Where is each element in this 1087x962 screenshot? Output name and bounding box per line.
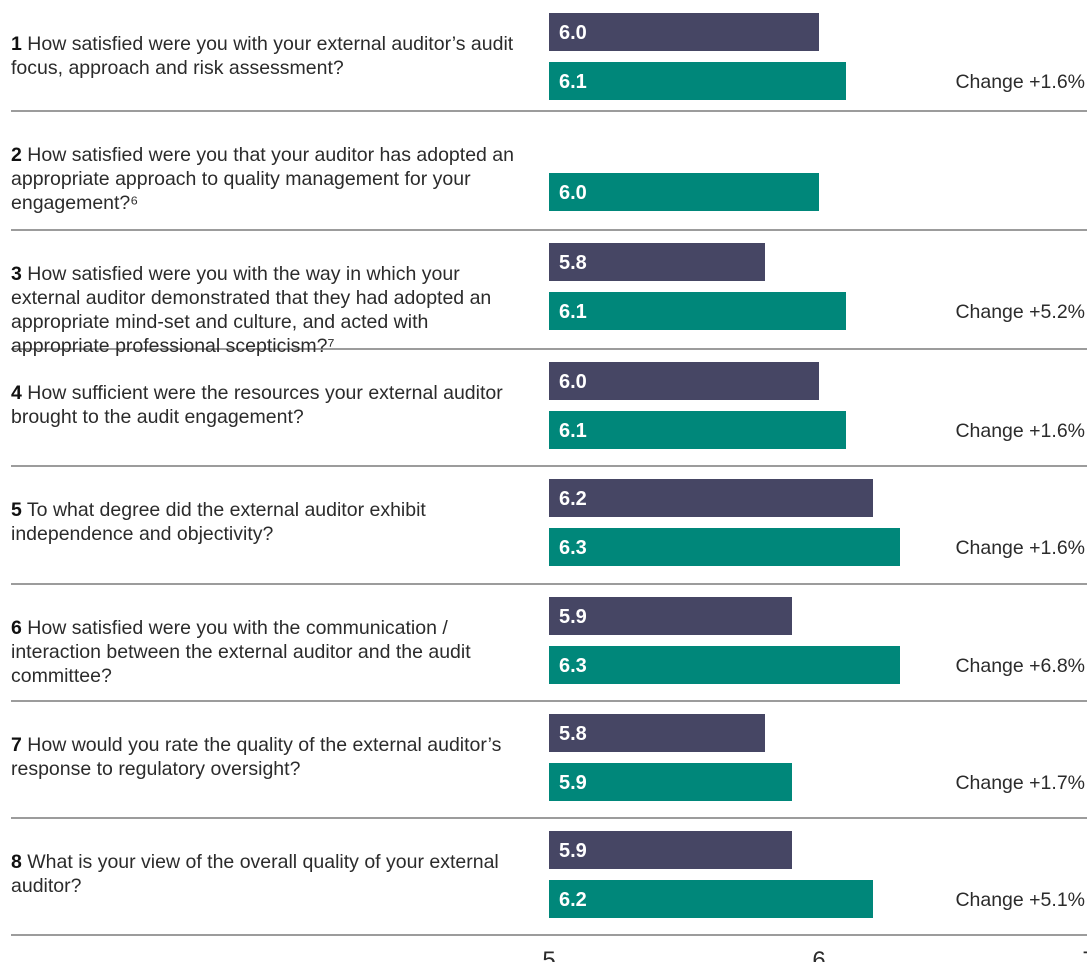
- question-number: 7: [11, 734, 22, 756]
- previous-bar: [549, 243, 765, 281]
- question-text: 8 What is your view of the overall quali…: [11, 850, 531, 898]
- current-value-label: 6.1: [559, 71, 587, 93]
- current-value-label: 6.1: [559, 301, 587, 323]
- question-number: 8: [11, 851, 22, 873]
- current-bar: [549, 292, 846, 330]
- current-value-label: 5.9: [559, 772, 587, 794]
- previous-value-label: 5.8: [559, 252, 587, 274]
- change-label: Change +1.7%: [955, 772, 1085, 794]
- question-label: To what degree did the external auditor …: [11, 499, 426, 545]
- question-number: 4: [11, 382, 22, 404]
- question-text: 3 How satisfied were you with the way in…: [11, 262, 531, 358]
- x-tick-label: 5: [542, 947, 555, 962]
- previous-bar: [549, 714, 765, 752]
- question-number: 3: [11, 263, 22, 285]
- current-value-label: 6.3: [559, 655, 587, 677]
- question-text: 2 How satisfied were you that your audit…: [11, 143, 531, 215]
- previous-value-label: 6.0: [559, 22, 587, 44]
- current-value-label: 6.2: [559, 889, 587, 911]
- question-number: 6: [11, 617, 22, 639]
- current-bar: [549, 173, 819, 211]
- x-tick-label: 6: [812, 947, 825, 962]
- question-label: How satisfied were you with the communic…: [11, 617, 471, 687]
- current-bar: [549, 411, 846, 449]
- question-text: 5 To what degree did the external audito…: [11, 498, 531, 546]
- previous-bar: [549, 13, 819, 51]
- x-tick-label: 7: [1082, 947, 1087, 962]
- question-label: How would you rate the quality of the ex…: [11, 734, 502, 780]
- question-label: How satisfied were you that your auditor…: [11, 144, 514, 214]
- question-label: How satisfied were you with the way in w…: [11, 263, 492, 357]
- previous-bar: [549, 479, 873, 517]
- current-value-label: 6.0: [559, 182, 587, 204]
- question-number: 2: [11, 144, 22, 166]
- question-number: 1: [11, 33, 22, 55]
- previous-bar: [549, 831, 792, 869]
- previous-value-label: 5.9: [559, 606, 587, 628]
- change-label: Change +1.6%: [955, 537, 1085, 559]
- current-value-label: 6.3: [559, 537, 587, 559]
- change-label: Change +1.6%: [955, 71, 1085, 93]
- question-text: 6 How satisfied were you with the commun…: [11, 616, 531, 688]
- change-label: Change +5.2%: [955, 301, 1085, 323]
- previous-value-label: 5.8: [559, 723, 587, 745]
- question-text: 4 How sufficient were the resources your…: [11, 381, 531, 429]
- change-label: Change +1.6%: [955, 420, 1085, 442]
- question-text: 7 How would you rate the quality of the …: [11, 733, 531, 781]
- current-bar: [549, 763, 792, 801]
- current-bar: [549, 528, 900, 566]
- previous-bar: [549, 597, 792, 635]
- change-label: Change +5.1%: [955, 889, 1085, 911]
- current-bar: [549, 646, 900, 684]
- question-number: 5: [11, 499, 22, 521]
- question-text: 1 How satisfied were you with your exter…: [11, 32, 531, 80]
- change-label: Change +6.8%: [955, 655, 1085, 677]
- previous-value-label: 6.0: [559, 371, 587, 393]
- current-value-label: 6.1: [559, 420, 587, 442]
- current-bar: [549, 880, 873, 918]
- question-label: How sufficient were the resources your e…: [11, 382, 503, 428]
- question-label: How satisfied were you with your externa…: [11, 33, 514, 79]
- current-bar: [549, 62, 846, 100]
- question-label: What is your view of the overall quality…: [11, 851, 499, 897]
- previous-value-label: 6.2: [559, 488, 587, 510]
- previous-value-label: 5.9: [559, 840, 587, 862]
- previous-bar: [549, 362, 819, 400]
